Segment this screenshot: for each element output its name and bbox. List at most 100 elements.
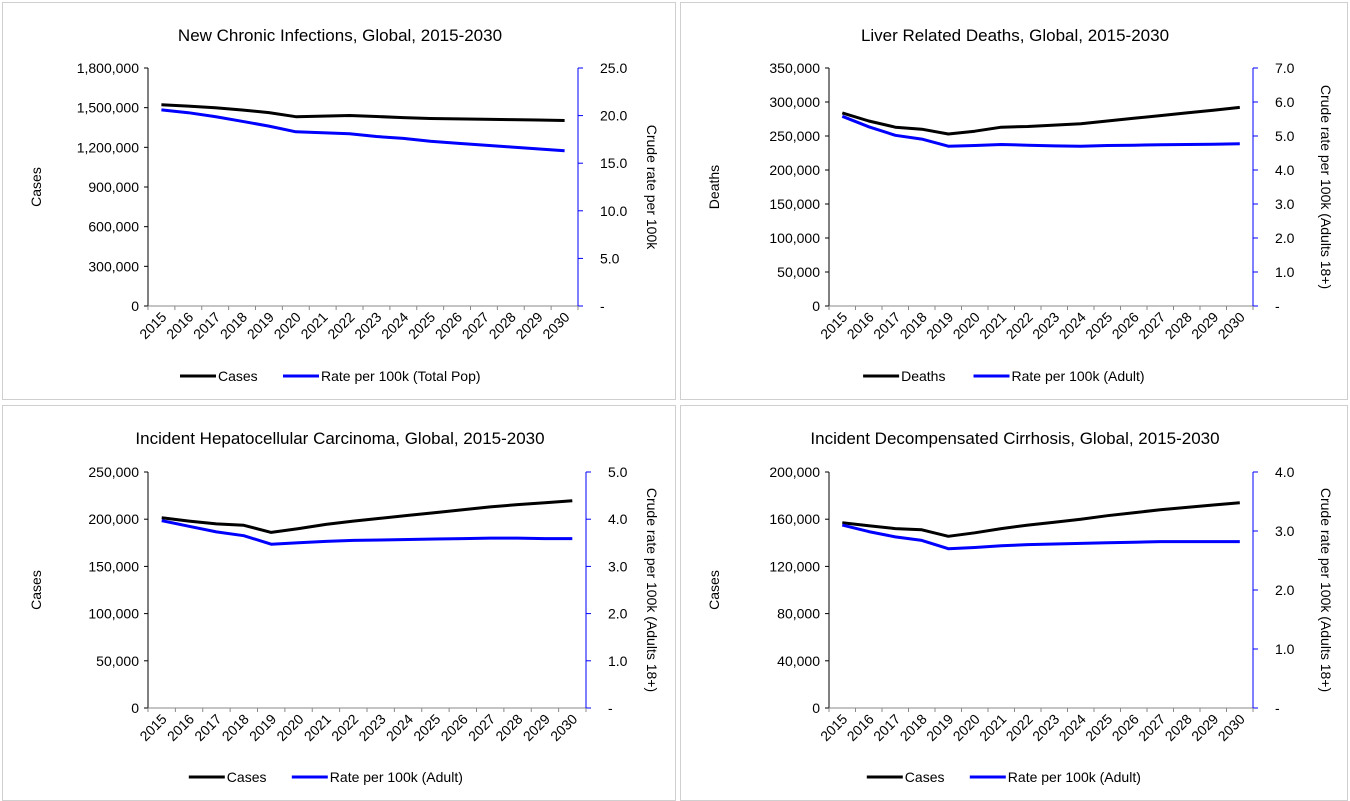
chart-panel-incident-hcc: Incident Hepatocellular Carcinoma, Globa… bbox=[2, 405, 676, 801]
x-tick-label: 2021 bbox=[297, 309, 330, 342]
legend-label: Rate per 100k (Total Pop) bbox=[321, 368, 481, 384]
x-tick-label: 2029 bbox=[1188, 309, 1221, 342]
left-tick-label: 200,000 bbox=[88, 511, 139, 527]
left-tick-label: 300,000 bbox=[88, 258, 139, 274]
left-tick-label: 0 bbox=[812, 700, 820, 716]
right-tick-label: 20.0 bbox=[600, 108, 627, 124]
right-tick-label: 6.0 bbox=[1275, 94, 1295, 110]
x-tick-label: 2022 bbox=[1003, 309, 1036, 342]
right-tick-label: - bbox=[608, 700, 613, 716]
x-tick-label: 2029 bbox=[1188, 711, 1221, 744]
y-axis-title: Cases bbox=[28, 570, 44, 610]
x-tick-label: 2023 bbox=[1029, 309, 1062, 342]
x-tick-label: 2030 bbox=[1215, 309, 1248, 342]
x-tick-label: 2019 bbox=[923, 309, 956, 342]
left-tick-label: 250,000 bbox=[769, 128, 820, 144]
left-tick-label: 50,000 bbox=[777, 264, 820, 280]
x-tick-label: 2016 bbox=[844, 309, 877, 342]
left-tick-label: 300,000 bbox=[769, 94, 820, 110]
x-tick-label: 2019 bbox=[244, 309, 277, 342]
legend-label: Rate per 100k (Adult) bbox=[1012, 368, 1145, 384]
legend-label: Deaths bbox=[901, 368, 945, 384]
series-line-count bbox=[842, 501, 1240, 538]
x-tick-label: 2025 bbox=[410, 711, 443, 744]
x-tick-label: 2017 bbox=[870, 711, 903, 744]
left-tick-label: 0 bbox=[131, 298, 139, 314]
x-tick-label: 2028 bbox=[486, 309, 519, 342]
right-tick-label: - bbox=[1275, 298, 1280, 314]
right-tick-label: 2.0 bbox=[1275, 582, 1295, 598]
x-tick-label: 2021 bbox=[976, 309, 1009, 342]
x-tick-label: 2019 bbox=[246, 711, 279, 744]
legend-label: Rate per 100k (Adult) bbox=[330, 769, 463, 785]
left-tick-label: 900,000 bbox=[88, 179, 139, 195]
left-tick-label: 600,000 bbox=[88, 219, 139, 235]
chart-title: Incident Hepatocellular Carcinoma, Globa… bbox=[135, 429, 544, 448]
right-tick-label: - bbox=[1275, 700, 1280, 716]
x-tick-label: 2030 bbox=[539, 309, 572, 342]
left-tick-label: 150,000 bbox=[88, 558, 139, 574]
x-tick-label: 2019 bbox=[923, 711, 956, 744]
chart-title: New Chronic Infections, Global, 2015-203… bbox=[178, 26, 502, 45]
right-tick-label: 7.0 bbox=[1275, 60, 1295, 76]
right-tick-label: 4.0 bbox=[608, 511, 628, 527]
x-tick-label: 2016 bbox=[844, 711, 877, 744]
left-tick-label: 250,000 bbox=[88, 464, 139, 480]
left-tick-label: 100,000 bbox=[88, 606, 139, 622]
right-tick-label: 25.0 bbox=[600, 60, 627, 76]
x-tick-label: 2024 bbox=[378, 309, 411, 342]
x-tick-label: 2023 bbox=[355, 711, 388, 744]
left-tick-label: 50,000 bbox=[96, 653, 139, 669]
series-line-count bbox=[161, 103, 565, 122]
right-tick-label: 4.0 bbox=[1275, 464, 1295, 480]
right-tick-label: 3.0 bbox=[1275, 196, 1295, 212]
x-tick-label: 2025 bbox=[1082, 711, 1115, 744]
x-tick-label: 2029 bbox=[520, 711, 553, 744]
left-tick-label: 0 bbox=[131, 700, 139, 716]
x-tick-label: 2029 bbox=[512, 309, 545, 342]
x-tick-label: 2020 bbox=[950, 711, 983, 744]
x-tick-label: 2015 bbox=[817, 309, 850, 342]
chart-title: Incident Decompensated Cirrhosis, Global… bbox=[810, 429, 1219, 448]
right-tick-label: 5.0 bbox=[1275, 128, 1295, 144]
legend-label: Cases bbox=[218, 368, 258, 384]
left-tick-label: 160,000 bbox=[769, 511, 820, 527]
x-tick-label: 2021 bbox=[301, 711, 334, 744]
chart-panel-liver-related-deaths: Liver Related Deaths, Global, 2015-2030 0… bbox=[680, 2, 1348, 400]
left-tick-label: 350,000 bbox=[769, 60, 820, 76]
x-tick-label: 2017 bbox=[190, 309, 223, 342]
x-tick-label: 2028 bbox=[1162, 309, 1195, 342]
left-tick-label: 1,200,000 bbox=[77, 139, 139, 155]
x-tick-label: 2026 bbox=[1109, 711, 1142, 744]
x-tick-label: 2026 bbox=[438, 711, 471, 744]
series-line-rate bbox=[841, 523, 1240, 551]
right-tick-label: 2.0 bbox=[608, 606, 628, 622]
series-line-rate bbox=[161, 519, 573, 546]
y-axis-title: Cases bbox=[28, 167, 44, 207]
x-tick-label: 2026 bbox=[1109, 309, 1142, 342]
x-tick-label: 2027 bbox=[1135, 309, 1168, 342]
right-tick-label: 10.0 bbox=[600, 203, 627, 219]
chart-svg: Liver Related Deaths, Global, 2015-2030 0… bbox=[706, 26, 1334, 384]
series-line-count bbox=[161, 499, 573, 534]
x-tick-label: 2023 bbox=[1029, 711, 1062, 744]
right-tick-label: 5.0 bbox=[600, 250, 620, 266]
y2-axis-title: Crude rate per 100k bbox=[644, 125, 660, 251]
x-tick-label: 2027 bbox=[459, 309, 492, 342]
right-tick-label: 1.0 bbox=[1275, 264, 1295, 280]
x-tick-label: 2020 bbox=[950, 309, 983, 342]
x-tick-label: 2020 bbox=[273, 711, 306, 744]
left-tick-label: 200,000 bbox=[769, 464, 820, 480]
chart-svg: Incident Decompensated Cirrhosis, Global… bbox=[706, 429, 1334, 785]
x-tick-label: 2016 bbox=[163, 309, 196, 342]
x-tick-label: 2017 bbox=[870, 309, 903, 342]
left-tick-label: 0 bbox=[812, 298, 820, 314]
x-tick-label: 2020 bbox=[271, 309, 304, 342]
right-tick-label: 3.0 bbox=[608, 558, 628, 574]
x-tick-label: 2015 bbox=[136, 711, 169, 744]
x-tick-label: 2015 bbox=[136, 309, 169, 342]
x-tick-label: 2023 bbox=[351, 309, 384, 342]
x-tick-label: 2022 bbox=[328, 711, 361, 744]
x-tick-label: 2015 bbox=[817, 711, 850, 744]
chart-panel-new-chronic-infections: New Chronic Infections, Global, 2015-203… bbox=[2, 2, 676, 400]
